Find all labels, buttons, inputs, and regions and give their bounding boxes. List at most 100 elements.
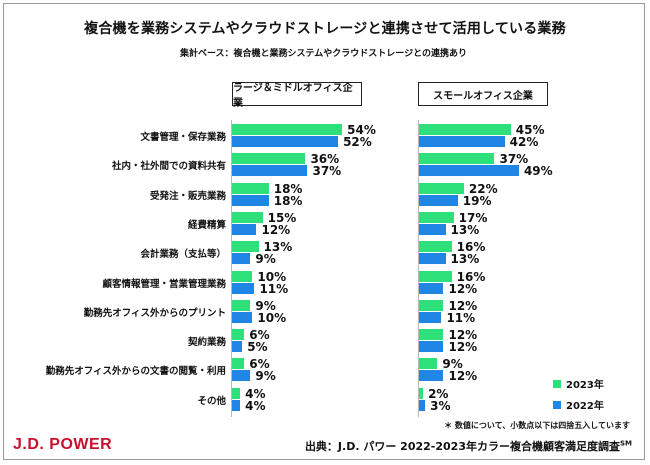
bar-2022 bbox=[232, 370, 251, 382]
category-label: 勤務先オフィス外からのプリント bbox=[83, 307, 226, 319]
data-label: 18% bbox=[273, 181, 303, 196]
bar-2022 bbox=[419, 282, 444, 294]
data-label: 10% bbox=[257, 310, 287, 325]
bar-2023 bbox=[232, 329, 245, 341]
rounding-note: ＊ 数値について、小数点以下は四捨五入しています bbox=[444, 421, 630, 430]
bar-2023 bbox=[232, 153, 306, 165]
bar-2022 bbox=[419, 165, 519, 177]
bar-2022 bbox=[419, 253, 446, 265]
data-label: 12% bbox=[448, 340, 478, 355]
bar-2022 bbox=[419, 399, 426, 411]
data-label: 45% bbox=[515, 123, 545, 137]
data-label: 5% bbox=[247, 340, 268, 355]
bar-2023 bbox=[232, 124, 343, 135]
legend-item-2023: 2023年 bbox=[553, 376, 604, 391]
bar-2022 bbox=[232, 282, 255, 294]
bar-2023 bbox=[232, 270, 253, 282]
panel-axis-line bbox=[418, 120, 419, 417]
data-label: 22% bbox=[468, 181, 498, 196]
bar-2022 bbox=[419, 136, 505, 147]
source-credit: 出典：J.D. パワー 2022-2023年カラー複合機顧客満足度調査SM bbox=[305, 438, 632, 454]
chart-frame bbox=[3, 3, 645, 460]
data-label: 4% bbox=[245, 398, 266, 413]
bar-2022 bbox=[232, 341, 243, 353]
bar-2023 bbox=[419, 387, 424, 399]
data-label: 9% bbox=[255, 369, 276, 384]
bar-2023 bbox=[419, 358, 438, 370]
data-label: 37% bbox=[499, 152, 529, 167]
bar-2022 bbox=[232, 311, 253, 323]
category-label: 経費精算 bbox=[187, 219, 226, 231]
data-label: 3% bbox=[430, 398, 451, 413]
data-label: 12% bbox=[448, 369, 478, 384]
bar-2023 bbox=[419, 211, 454, 223]
data-label: 15% bbox=[267, 210, 297, 225]
data-label: 52% bbox=[343, 135, 372, 149]
bar-2023 bbox=[232, 299, 251, 311]
legend-label-2023: 2023年 bbox=[566, 380, 604, 391]
category-label: 勤務先オフィス外からの文書の閲覧・利用 bbox=[45, 366, 226, 378]
data-label: 6% bbox=[249, 328, 270, 343]
bar-2023 bbox=[419, 299, 444, 311]
legend-swatch-2022 bbox=[553, 400, 561, 409]
data-label: 13% bbox=[263, 240, 293, 255]
data-label: 9% bbox=[442, 357, 463, 372]
data-label: 9% bbox=[255, 298, 276, 313]
data-label: 42% bbox=[509, 135, 539, 149]
legend-label-2022: 2022年 bbox=[566, 401, 604, 412]
bar-2023 bbox=[419, 182, 464, 194]
source-superscript: SM bbox=[619, 439, 632, 448]
jd-power-logo: J.D. POWER bbox=[13, 436, 113, 453]
legend-item-2022: 2022年 bbox=[553, 397, 604, 412]
bar-2023 bbox=[419, 241, 452, 253]
bar-2023 bbox=[419, 329, 444, 341]
data-label: 54% bbox=[347, 123, 376, 137]
category-label: 文書管理・保存業務 bbox=[140, 132, 226, 143]
data-label: 11% bbox=[259, 281, 289, 296]
data-label: 16% bbox=[456, 240, 486, 255]
bar-2023 bbox=[232, 182, 269, 194]
data-label: 4% bbox=[245, 386, 266, 401]
bar-2022 bbox=[419, 223, 446, 235]
category-label: 契約業務 bbox=[187, 337, 226, 349]
category-label: 会計業務（支払等） bbox=[140, 249, 226, 261]
data-label: 13% bbox=[450, 222, 480, 237]
data-label: 13% bbox=[450, 252, 480, 267]
panel-header-small: スモールオフィス企業 bbox=[418, 82, 548, 106]
data-label: 16% bbox=[456, 269, 486, 284]
bar-2022 bbox=[419, 370, 444, 382]
bar-2023 bbox=[232, 241, 259, 253]
bar-2022 bbox=[232, 194, 269, 206]
category-label: その他 bbox=[197, 395, 226, 407]
data-label: 10% bbox=[257, 269, 287, 284]
bar-2023 bbox=[419, 270, 452, 282]
bar-2023 bbox=[232, 358, 245, 370]
bar-2022 bbox=[419, 341, 444, 353]
chart-subtitle: 集計ベース：複合機と業務システムやクラウドストレージとの連携あり bbox=[180, 49, 468, 59]
bar-2023 bbox=[232, 211, 263, 223]
data-label: 11% bbox=[446, 310, 476, 325]
data-label: 17% bbox=[458, 210, 488, 225]
category-label: 社内・社外間での資料共有 bbox=[111, 161, 226, 173]
chart-title: 複合機を業務システムやクラウドストレージと連携させて活用している業務 bbox=[84, 21, 566, 37]
bar-2023 bbox=[232, 387, 241, 399]
bar-2023 bbox=[419, 124, 511, 135]
bar-2022 bbox=[419, 194, 458, 206]
bar-2022 bbox=[232, 253, 251, 265]
panel-header-large-middle: ラージ＆ミドルオフィス企業 bbox=[232, 82, 362, 109]
bar-2022 bbox=[232, 136, 339, 147]
panel-axis-line bbox=[231, 120, 232, 417]
bar-2023 bbox=[419, 153, 495, 165]
bar-2022 bbox=[232, 223, 257, 235]
bar-2022 bbox=[419, 311, 442, 323]
data-label: 2% bbox=[428, 386, 449, 401]
data-label: 18% bbox=[273, 193, 303, 208]
data-label: 36% bbox=[310, 152, 340, 167]
bar-2022 bbox=[232, 165, 308, 177]
data-label: 12% bbox=[448, 298, 478, 313]
data-label: 19% bbox=[462, 193, 492, 208]
source-text: 出典：J.D. パワー 2022-2023年カラー複合機顧客満足度調査 bbox=[304, 440, 620, 453]
data-label: 37% bbox=[312, 164, 342, 179]
data-label: 49% bbox=[523, 164, 553, 179]
data-label: 12% bbox=[261, 222, 291, 237]
